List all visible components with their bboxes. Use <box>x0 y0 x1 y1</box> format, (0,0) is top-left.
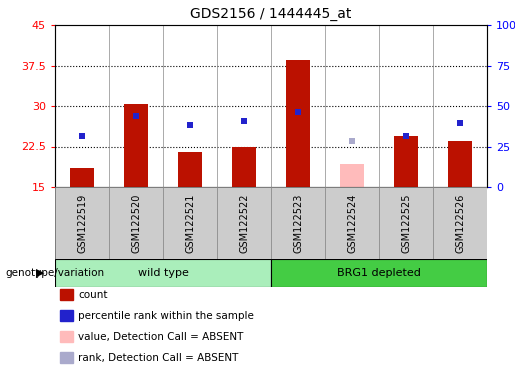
Bar <box>70 168 94 187</box>
Text: GSM122521: GSM122521 <box>185 193 195 253</box>
Bar <box>340 164 364 187</box>
Text: GSM122526: GSM122526 <box>455 193 465 253</box>
Text: ▶: ▶ <box>36 268 45 278</box>
Text: GSM122525: GSM122525 <box>401 193 411 253</box>
Bar <box>448 141 472 187</box>
Text: percentile rank within the sample: percentile rank within the sample <box>78 311 254 321</box>
Text: GSM122520: GSM122520 <box>131 193 141 253</box>
Text: GSM122519: GSM122519 <box>77 194 87 253</box>
Bar <box>286 60 310 187</box>
Text: BRG1 depleted: BRG1 depleted <box>337 268 421 278</box>
Text: wild type: wild type <box>138 268 188 278</box>
Text: count: count <box>78 290 108 300</box>
Bar <box>163 187 217 259</box>
Bar <box>271 187 325 259</box>
Text: value, Detection Call = ABSENT: value, Detection Call = ABSENT <box>78 332 244 342</box>
Bar <box>379 187 433 259</box>
Text: GSM122522: GSM122522 <box>239 193 249 253</box>
Title: GDS2156 / 1444445_at: GDS2156 / 1444445_at <box>191 7 352 21</box>
Bar <box>433 187 487 259</box>
Bar <box>55 259 271 287</box>
Bar <box>124 104 148 187</box>
Bar <box>232 147 256 187</box>
Bar <box>325 187 379 259</box>
Bar <box>55 187 109 259</box>
Bar <box>109 187 163 259</box>
Text: rank, Detection Call = ABSENT: rank, Detection Call = ABSENT <box>78 353 238 363</box>
Text: genotype/variation: genotype/variation <box>5 268 104 278</box>
Text: GSM122524: GSM122524 <box>347 193 357 253</box>
Bar <box>178 152 202 187</box>
Bar <box>394 136 418 187</box>
Bar <box>271 259 487 287</box>
Bar <box>217 187 271 259</box>
Text: GSM122523: GSM122523 <box>293 193 303 253</box>
